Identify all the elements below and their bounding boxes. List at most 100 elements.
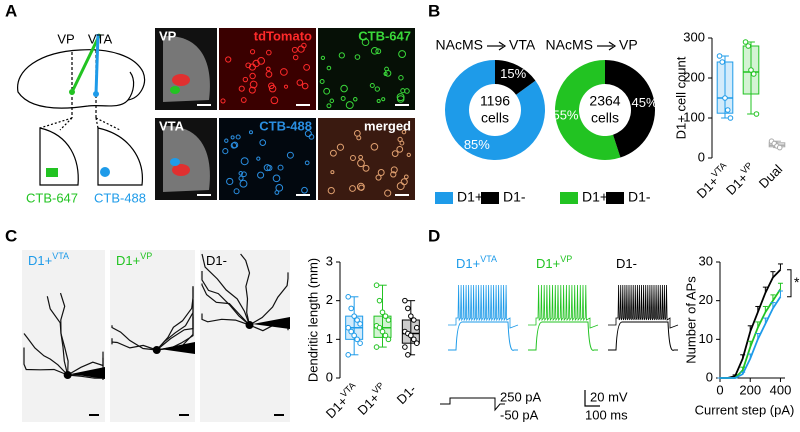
- cell-dot: [242, 76, 249, 83]
- data-point: [722, 95, 728, 101]
- dendrite: [201, 283, 250, 326]
- cell-dot: [396, 182, 405, 191]
- cell-dot: [291, 46, 298, 53]
- center-unit: cells: [481, 110, 509, 126]
- y-tick-label: 10: [699, 331, 713, 346]
- x-tick-label: D1+VP: [353, 380, 391, 418]
- dendrite: [201, 271, 250, 326]
- cell-dot: [375, 48, 382, 55]
- cell-dot: [268, 84, 277, 93]
- spike-trace: [448, 284, 519, 329]
- y-tick-label: 2: [326, 292, 333, 307]
- cell-dot: [401, 129, 407, 135]
- cell-dot: [340, 84, 348, 93]
- cell-dot: [249, 49, 256, 55]
- legend-label: D1-: [503, 189, 526, 205]
- image-label-base: D1+: [28, 253, 52, 268]
- scale-label: 250 pA: [500, 389, 542, 404]
- micrograph: [318, 118, 415, 200]
- cell-dot: [336, 143, 345, 151]
- sagittal-outline: [17, 49, 146, 109]
- data-point: [385, 336, 392, 343]
- trace-label: D1+VP: [536, 254, 572, 271]
- cell-dot: [265, 70, 273, 78]
- scale-label: -50 pA: [500, 407, 539, 422]
- cell-dot: [353, 129, 361, 137]
- spike-trace: [528, 284, 599, 329]
- spike-trace: [608, 284, 679, 329]
- box: [716, 61, 734, 114]
- image-label: VP: [159, 28, 177, 43]
- data-point: [379, 328, 386, 335]
- data-point: [745, 43, 752, 49]
- y-tick-label: 1: [326, 331, 333, 346]
- cell-dot: [235, 134, 241, 140]
- cell-dot: [390, 171, 397, 178]
- cell-dot: [370, 143, 379, 151]
- y-tick-label: 3: [326, 253, 333, 268]
- step-trace: [448, 321, 518, 351]
- cell-dot: [274, 190, 280, 195]
- x-tick-label: 200: [739, 382, 761, 397]
- x-tick-label-sup: VTA: [339, 380, 358, 399]
- cell-dot: [248, 130, 253, 135]
- cell-dot: [383, 71, 388, 76]
- cell-dot: [304, 130, 312, 138]
- data-point: [357, 321, 363, 327]
- data-point: [411, 317, 417, 323]
- image-label: D1-: [206, 253, 227, 268]
- label-spot: [170, 158, 180, 166]
- pipette: [70, 367, 105, 379]
- image-label: merged: [364, 118, 411, 133]
- x-axis-label: Current step (pA): [695, 402, 795, 417]
- cell-dot: [390, 166, 398, 174]
- trace-label-base: D1+: [456, 256, 480, 271]
- image-label-base: D1+: [116, 253, 140, 268]
- x-tick-label: 400: [770, 382, 792, 397]
- cell-dot: [353, 96, 358, 102]
- x-tick-label: D1+VP: [722, 160, 760, 198]
- cell-dot: [272, 174, 281, 183]
- data-point: [373, 344, 380, 350]
- label-spot: [172, 74, 190, 86]
- vta-injection: [100, 167, 110, 177]
- data-point: [345, 324, 352, 331]
- image-label-sup: VTA: [52, 251, 69, 261]
- vp-site: [69, 89, 75, 95]
- data-point: [379, 309, 386, 316]
- y-tick-label: 0: [326, 369, 333, 384]
- pipette: [252, 317, 290, 329]
- y-axis-label: D1+ cell count: [673, 56, 688, 139]
- cell-dot: [396, 93, 405, 102]
- cell-dot: [329, 98, 335, 104]
- data-point: [716, 53, 723, 59]
- neuron-image: [110, 250, 195, 422]
- cell-dot: [384, 66, 389, 72]
- data-point: [345, 352, 352, 358]
- soma: [152, 346, 161, 354]
- data-point: [405, 352, 411, 358]
- cell-dot: [248, 63, 257, 71]
- data-point: [750, 71, 757, 77]
- label-spot: [172, 164, 190, 176]
- y-tick-label: 0: [706, 369, 713, 384]
- cell-dot: [329, 149, 337, 157]
- cell-dot: [396, 145, 404, 153]
- cell-dot: [349, 155, 356, 162]
- data-point: [413, 340, 420, 347]
- x-tick-label: D1-: [394, 382, 419, 407]
- series-line: [720, 296, 782, 379]
- title-arrowhead: [608, 41, 617, 51]
- cell-dot: [362, 164, 370, 172]
- data-point: [408, 332, 414, 339]
- cell-dot: [220, 98, 226, 104]
- tracer-label: CTB-488: [94, 190, 146, 205]
- panel-label: D: [428, 226, 440, 245]
- legend-label: D1+: [457, 189, 483, 205]
- image-label: CTB-647: [358, 28, 411, 43]
- image-label: CTB-488: [259, 118, 312, 133]
- vta-site: [93, 91, 99, 97]
- series-line: [720, 269, 782, 379]
- cell-dot: [257, 56, 266, 65]
